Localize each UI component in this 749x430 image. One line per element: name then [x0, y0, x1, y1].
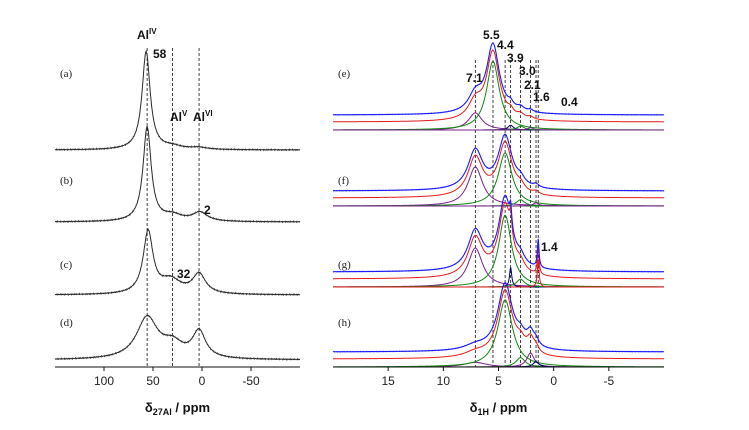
h-peak-annotation-3-0: 3.0 — [519, 64, 536, 78]
h-fit-f — [333, 140, 664, 199]
h-component-h-3 — [333, 352, 664, 368]
panel-label-g: (g) — [338, 259, 351, 271]
al-species-label-v: AlV — [170, 109, 188, 124]
al-x-tick-label-1: 50 — [146, 374, 160, 388]
h-experimental-h — [332, 281, 665, 353]
h-component-h-1 — [333, 299, 664, 368]
al-spectrum-b — [54, 124, 301, 224]
al-x-tick-label-3: -50 — [242, 374, 260, 388]
panel-label-a: (a) — [60, 68, 73, 80]
h-peak-annotation-7-1: 7.1 — [466, 71, 483, 85]
h-x-tick-label-0: 15 — [381, 374, 395, 388]
al-x-tick-label-2: 0 — [199, 374, 206, 388]
h-component-g-0 — [333, 247, 664, 288]
h-fit-g — [333, 201, 664, 280]
h-component-f-3 — [333, 202, 664, 207]
panel-label-e: (e) — [338, 68, 351, 80]
h-peak-annotation-2-1: 2.1 — [524, 78, 541, 92]
h-peak-annotation-3-9: 3.9 — [507, 51, 524, 65]
h-x-axis-title: δ1H / ppm — [470, 400, 528, 417]
panel-label-d: (d) — [60, 317, 73, 329]
h-experimental-f — [332, 133, 665, 192]
al-spectrum-c — [54, 227, 301, 297]
h-x-tick-label-3: 0 — [550, 374, 557, 388]
panel-label-f: (f) — [338, 175, 349, 187]
h-component-g-4 — [333, 258, 664, 288]
h-fit-h — [333, 289, 664, 360]
h-component-e-4 — [333, 127, 664, 131]
al-peak-annotation-58: 58 — [153, 47, 167, 61]
al-species-label-iv: AlIV — [137, 27, 157, 42]
h-component-g-3 — [333, 278, 664, 288]
h-peak-annotation-5-5: 5.5 — [483, 28, 500, 42]
h-experimental-e — [332, 42, 665, 116]
al-x-axis-title: δ27Al / ppm — [145, 400, 210, 417]
h-x-tick-label-1: 10 — [437, 374, 451, 388]
al-peak-annotation-32: 32 — [177, 267, 191, 281]
panel-label-h: (h) — [338, 317, 351, 329]
h-experimental-g — [332, 194, 665, 273]
h-fit-e — [333, 49, 664, 123]
h-x-tick-label-4: -5 — [603, 374, 614, 388]
al-peak-annotation-2: 2 — [204, 203, 211, 217]
al-species-label-vi: AlVI — [193, 109, 213, 124]
h-peak-annotation-4-4: 4.4 — [497, 38, 514, 52]
h-peak-annotation-1-4-g: 1.4 — [541, 240, 558, 254]
h-peak-annotation-0-4: 0.4 — [561, 95, 578, 109]
panel-label-b: (b) — [60, 175, 73, 187]
h-peak-annotation-1-6: 1.6 — [533, 90, 550, 104]
panel-label-c: (c) — [60, 259, 73, 271]
h-x-tick-label-2: 5 — [495, 374, 502, 388]
al-spectrum-d — [54, 314, 301, 361]
al-spectrum-a — [54, 49, 301, 152]
al-x-tick-label-0: 100 — [94, 374, 114, 388]
